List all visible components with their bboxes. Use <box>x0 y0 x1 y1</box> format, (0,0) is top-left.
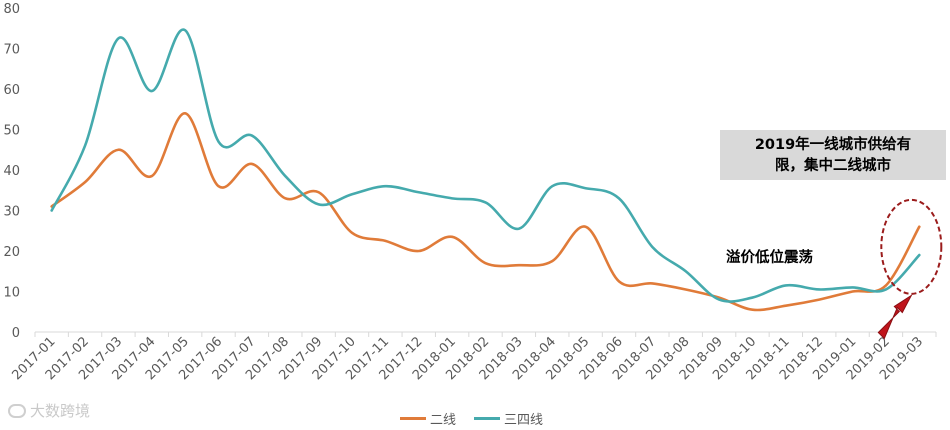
y-tick-label: 80 <box>3 2 20 17</box>
legend-item-1: 三四线 <box>474 409 543 428</box>
y-tick-label: 40 <box>3 164 20 179</box>
legend-item-0: 二线 <box>400 409 456 428</box>
y-tick-label: 10 <box>3 286 20 301</box>
watermark: 大数跨境 <box>8 400 90 421</box>
y-tick-label: 30 <box>3 205 20 220</box>
highlight-circle <box>880 198 943 295</box>
x-axis: 2017-012017-022017-032017-042017-052017-… <box>9 331 937 383</box>
annotation-box-line2: 限，集中二线城市 <box>775 158 891 174</box>
legend-swatch <box>474 417 501 420</box>
annotation-box-line1: 2019年一线城市供给有 <box>754 137 912 153</box>
annotation-box: 2019年一线城市供给有 限，集中二线城市 <box>720 130 946 180</box>
legend-label: 二线 <box>430 413 457 428</box>
trend-up-arrow-icon <box>877 294 913 340</box>
y-tick-label: 60 <box>3 83 20 98</box>
watermark-text: 大数跨境 <box>30 402 91 420</box>
legend-swatch <box>400 417 426 420</box>
watermark-logo-icon <box>8 403 26 418</box>
series-line-1 <box>50 28 921 303</box>
legend: 二线 三四线 <box>400 409 543 428</box>
y-tick-label: 50 <box>3 124 20 139</box>
series-line-0 <box>50 112 921 312</box>
series-group <box>50 28 921 312</box>
y-tick-label: 70 <box>3 43 20 58</box>
y-tick-label: 20 <box>3 245 20 260</box>
legend-label: 三四线 <box>504 413 544 428</box>
annotation-overlay <box>877 198 943 340</box>
y-tick-label: 0 <box>12 326 20 341</box>
y-axis: 0 10 20 30 40 50 60 70 80 <box>3 2 20 341</box>
annotation-premium-low: 溢价低位震荡 <box>726 250 813 266</box>
